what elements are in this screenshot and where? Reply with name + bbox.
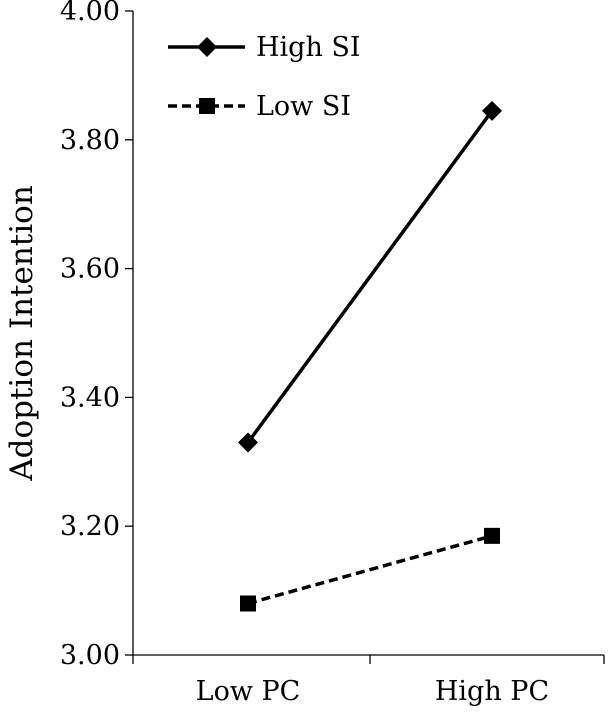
- data-point: [482, 100, 502, 121]
- y-tick-label: 3.20: [60, 511, 120, 542]
- legend-label: High SI: [256, 32, 361, 63]
- x-tick-label: High PC: [435, 676, 549, 707]
- legend-item: High SI: [168, 32, 361, 63]
- x-tick-label: Low PC: [196, 676, 301, 707]
- series-low-si: [240, 527, 500, 612]
- legend: High SI Low SI: [168, 32, 361, 122]
- series-line: [247, 534, 493, 606]
- series-high-si: [238, 100, 502, 453]
- legend-label: Low SI: [256, 91, 351, 122]
- y-tick-label: 4.00: [60, 0, 120, 27]
- legend-item: Low SI: [168, 91, 351, 122]
- legend-marker: [199, 98, 215, 114]
- y-tick-label: 3.00: [60, 640, 120, 671]
- data-point: [240, 595, 256, 612]
- y-tick-label: 3.80: [60, 125, 120, 156]
- series-line: [246, 109, 494, 444]
- y-tick-label: 3.40: [60, 382, 120, 413]
- y-tick-label: 3.60: [60, 254, 120, 285]
- series-layer: [238, 100, 502, 612]
- data-point: [484, 527, 500, 544]
- y-axis-title: Adoption Intention: [4, 185, 40, 482]
- y-axis: 3.00 3.20 3.40 3.60 3.80 4.00: [60, 0, 134, 671]
- x-axis: Low PC High PC: [132, 654, 605, 707]
- legend-marker: [197, 37, 217, 57]
- data-point: [238, 432, 258, 453]
